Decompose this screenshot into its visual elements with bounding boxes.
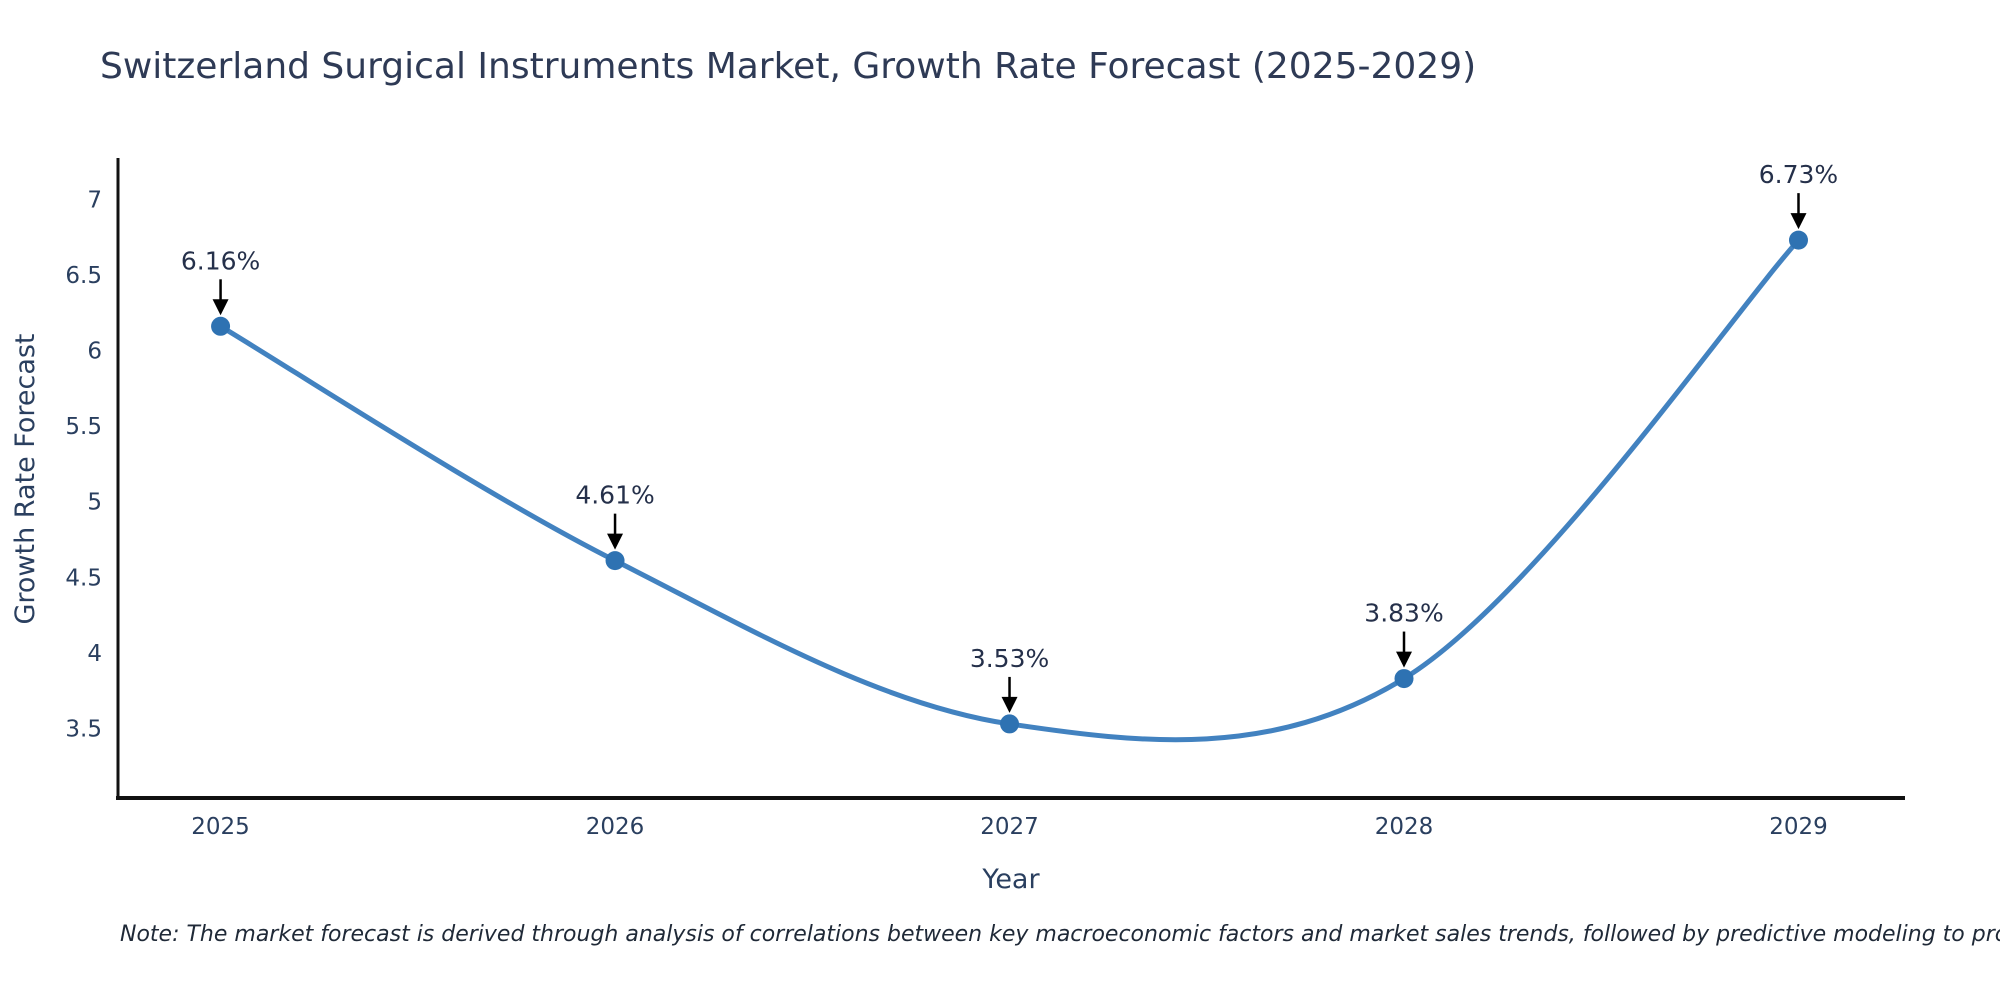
- y-tick-label: 4: [87, 641, 102, 667]
- chart-title: Switzerland Surgical Instruments Market,…: [100, 46, 1476, 87]
- x-axis-tick-labels: 2025 2026 2027 2028 2029: [191, 814, 1827, 840]
- y-tick-label: 3.5: [65, 716, 102, 742]
- annotation-arrowhead: [607, 533, 624, 550]
- x-tick-label: 2026: [586, 814, 645, 840]
- data-point-2029: [1788, 230, 1808, 250]
- x-tick-label: 2027: [980, 814, 1039, 840]
- annotation-arrowhead: [1001, 696, 1018, 713]
- data-point-2026: [605, 551, 625, 571]
- x-tick-label: 2028: [1375, 814, 1434, 840]
- y-tick-label: 5.5: [65, 414, 102, 440]
- y-axis-title: Growth Rate Forecast: [10, 333, 41, 624]
- data-points: [211, 230, 1808, 734]
- data-point-2028: [1394, 669, 1414, 689]
- y-tick-label: 6.5: [65, 263, 102, 289]
- annotation-arrowhead: [1396, 651, 1413, 668]
- note-text: Note: The market forecast is derived thr…: [120, 922, 2000, 947]
- y-tick-label: 6: [87, 338, 102, 364]
- annotation-arrowhead: [212, 299, 229, 316]
- y-tick-label: 5: [87, 490, 102, 516]
- y-tick-label: 7: [87, 187, 102, 213]
- data-point-label-2025: 6.16%: [181, 246, 260, 275]
- x-tick-label: 2029: [1769, 814, 1828, 840]
- annotation-arrowhead: [1790, 213, 1807, 230]
- x-axis-title: Year: [981, 864, 1040, 895]
- x-tick-label: 2025: [191, 814, 250, 840]
- data-point-label-2029: 6.73%: [1759, 160, 1838, 189]
- data-point-label-2026: 4.61%: [575, 481, 654, 510]
- data-point-label-2028: 3.83%: [1364, 599, 1443, 628]
- y-tick-label: 4.5: [65, 565, 102, 591]
- data-point-2025: [211, 316, 231, 336]
- data-point-label-2027: 3.53%: [970, 644, 1049, 673]
- data-point-annotations: 6.16% 4.61% 3.53% 3.83% 6.73%: [181, 160, 1838, 713]
- y-axis-tick-labels: 3.5 4 4.5 5 5.5 6 6.5 7: [65, 187, 102, 742]
- trend-line: [218, 237, 1801, 743]
- data-point-2027: [1000, 714, 1020, 734]
